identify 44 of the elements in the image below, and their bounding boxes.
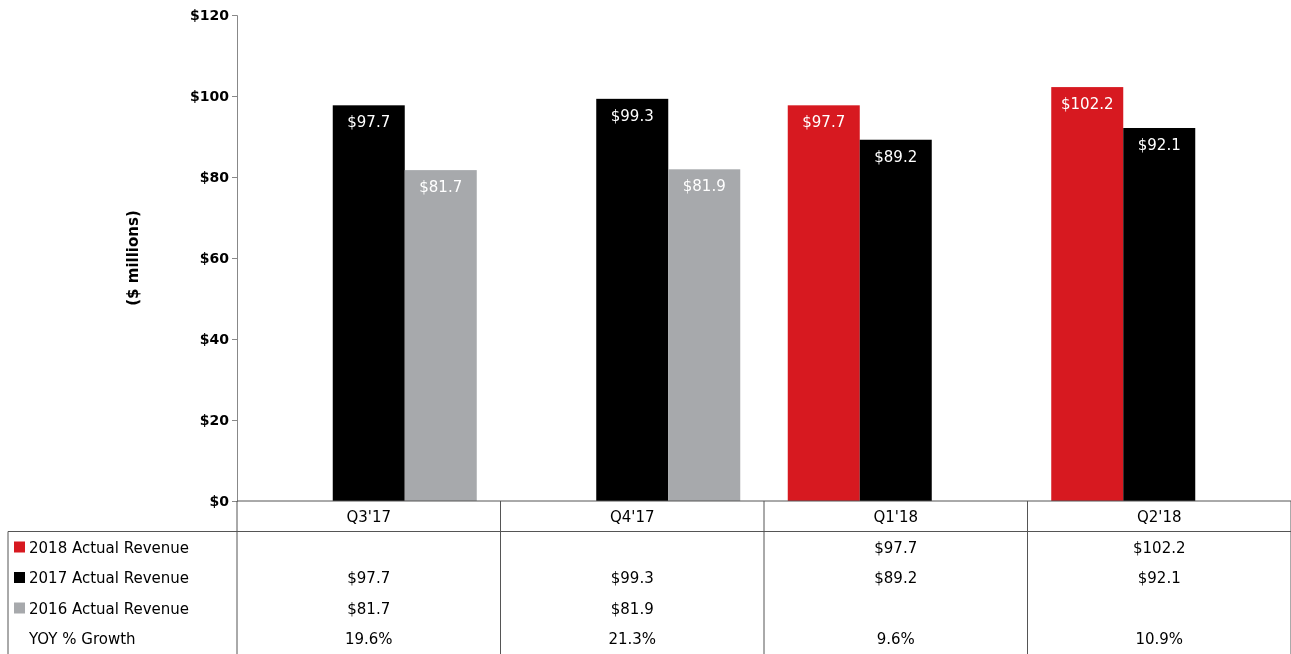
text: $97.7 bbox=[802, 113, 846, 132]
legend-label: 2016 Actual Revenue bbox=[29, 599, 190, 618]
data-label: $89.2 bbox=[874, 569, 918, 587]
y-tick-label: $60 bbox=[199, 249, 230, 266]
y-tick-label: $40 bbox=[199, 330, 230, 347]
text: 19.6% bbox=[344, 630, 393, 648]
y-tick-label: $20 bbox=[199, 411, 230, 428]
text: 9.6% bbox=[876, 630, 915, 648]
text: $92.1 bbox=[1137, 135, 1181, 154]
text: 10.9% bbox=[1135, 630, 1184, 648]
text: $81.9 bbox=[682, 177, 726, 196]
text: $81.7 bbox=[419, 178, 463, 197]
bar bbox=[332, 105, 405, 501]
bar bbox=[859, 139, 932, 501]
bar bbox=[404, 170, 477, 501]
data-label: $97.7 bbox=[874, 538, 918, 557]
legend-label: 2018 Actual Revenue bbox=[29, 538, 190, 557]
x-tick-label: Q3'17 bbox=[346, 508, 392, 526]
text: $99.3 bbox=[610, 106, 654, 125]
text: YOY % Growth bbox=[28, 630, 136, 648]
bar bbox=[787, 105, 860, 501]
y-axis-title: ($ millions) bbox=[124, 210, 142, 306]
data-label: $81.7 bbox=[347, 599, 391, 618]
y-tick-label: $0 bbox=[209, 492, 230, 509]
data-label: $81.9 bbox=[610, 599, 654, 618]
data-label: $99.3 bbox=[610, 569, 654, 587]
text: $102.2 bbox=[1061, 95, 1114, 114]
data-label: $92.1 bbox=[1137, 569, 1181, 587]
bar bbox=[1123, 128, 1196, 501]
bar bbox=[668, 169, 741, 501]
text: 21.3% bbox=[608, 630, 657, 648]
y-tick-label: $120 bbox=[190, 6, 230, 23]
text: $89.2 bbox=[874, 147, 918, 166]
legend-label: 2017 Actual Revenue bbox=[29, 569, 190, 587]
data-label: $102.2 bbox=[1133, 538, 1186, 557]
x-tick-label: Q1'18 bbox=[873, 508, 919, 526]
bar bbox=[596, 98, 669, 501]
x-tick-label: Q4'17 bbox=[609, 508, 655, 526]
x-tick-label: Q2'18 bbox=[1136, 508, 1182, 526]
y-tick-label: $80 bbox=[199, 168, 230, 185]
text: $97.7 bbox=[347, 113, 391, 132]
y-tick-label: $100 bbox=[190, 87, 230, 104]
data-label: $97.7 bbox=[347, 569, 391, 587]
bar bbox=[1051, 87, 1124, 501]
